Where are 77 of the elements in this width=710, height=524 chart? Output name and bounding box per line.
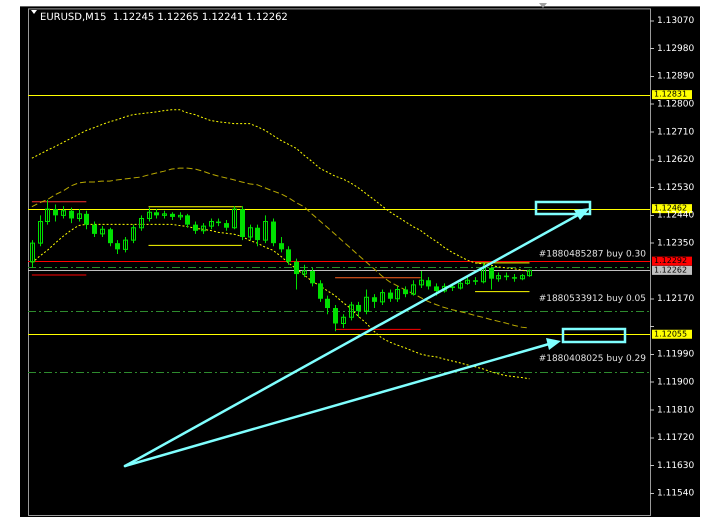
y-tick-label: 1.12800 xyxy=(657,100,694,110)
y-tick-label: 1.11720 xyxy=(657,433,694,444)
y-tick-label: 1.11810 xyxy=(657,405,694,416)
ref-line-label: #1880533912 buy 0.05 xyxy=(538,294,646,304)
candlestick xyxy=(481,262,486,284)
candlestick xyxy=(115,240,120,254)
candlestick xyxy=(380,289,385,306)
candlestick xyxy=(30,240,35,268)
candlestick xyxy=(92,221,97,238)
candlestick xyxy=(372,294,377,309)
candlestick xyxy=(333,304,338,332)
candlestick xyxy=(69,207,74,224)
candlestick xyxy=(302,264,307,278)
candlestick xyxy=(426,276,431,290)
candlestick xyxy=(131,224,136,244)
y-tick-label: 1.12170 xyxy=(657,294,694,304)
candlestick xyxy=(139,214,144,232)
candlestick xyxy=(255,224,260,247)
y-tick-label: 1.12530 xyxy=(657,182,694,193)
ref-line-label: #1880408025 buy 0.29 xyxy=(538,354,646,364)
candlestick xyxy=(193,221,198,234)
y-tick-label: 1.11900 xyxy=(657,378,694,388)
ref-line-label: 1.12831 xyxy=(654,90,688,99)
candlestick xyxy=(271,218,276,247)
candlestick xyxy=(38,214,43,247)
ref-line-label: 1.12292 xyxy=(654,256,688,266)
candlestick xyxy=(310,267,315,287)
candlestick xyxy=(388,289,393,302)
candlestick xyxy=(45,199,50,226)
y-tick-label: 1.12620 xyxy=(657,155,694,166)
candlestick xyxy=(108,227,113,247)
candlestick xyxy=(364,289,369,315)
candlestick xyxy=(294,258,299,290)
y-tick-label: 1.12710 xyxy=(657,127,694,138)
candlestick xyxy=(458,280,463,290)
y-tick-label: 1.13070 xyxy=(657,16,694,26)
candlestick xyxy=(53,204,58,222)
candlestick xyxy=(263,214,268,244)
candlestick xyxy=(100,226,105,238)
candlestick xyxy=(154,208,159,219)
candlestick xyxy=(84,210,89,230)
candlestick xyxy=(341,314,346,329)
ref-line-label: #1880485287 buy 0.30 xyxy=(538,249,646,260)
candlestick xyxy=(279,236,284,253)
candlestick xyxy=(77,208,82,222)
ref-line-label: 1.12262 xyxy=(654,265,688,274)
candlestick xyxy=(248,224,253,241)
candlestick xyxy=(349,301,354,321)
candlestick xyxy=(411,280,416,296)
candlestick xyxy=(434,282,439,296)
candlestick xyxy=(185,213,190,228)
candlestick xyxy=(201,222,206,234)
y-tick-label: 1.12350 xyxy=(657,238,694,249)
y-tick-label: 1.12440 xyxy=(657,210,694,221)
candlestick xyxy=(147,207,152,222)
candlestick xyxy=(419,270,424,288)
y-tick-label: 1.12890 xyxy=(657,72,694,82)
chart-title: EURUSD,M15 1.12245 1.12265 1.12241 1.12262 xyxy=(40,12,288,23)
candlestick xyxy=(232,206,237,230)
y-tick-label: 1.11630 xyxy=(657,460,694,471)
y-tick-label: 1.12980 xyxy=(657,44,694,54)
candlestick xyxy=(123,236,128,253)
candlestick xyxy=(496,272,501,282)
ref-line-label: 1.12055 xyxy=(654,329,688,338)
y-tick-label: 1.11990 xyxy=(657,350,694,360)
y-tick-label: 1.11540 xyxy=(657,488,694,499)
candlestick xyxy=(209,218,214,230)
candlestick xyxy=(325,295,330,315)
candlestick xyxy=(318,280,323,302)
candlestick xyxy=(286,246,291,266)
candlestick xyxy=(442,282,447,294)
candlestick xyxy=(224,220,229,232)
candlestick xyxy=(61,206,66,219)
candlestick xyxy=(356,301,361,318)
candlestick xyxy=(395,286,400,302)
candlestick xyxy=(489,266,494,290)
candlestick xyxy=(403,286,408,298)
